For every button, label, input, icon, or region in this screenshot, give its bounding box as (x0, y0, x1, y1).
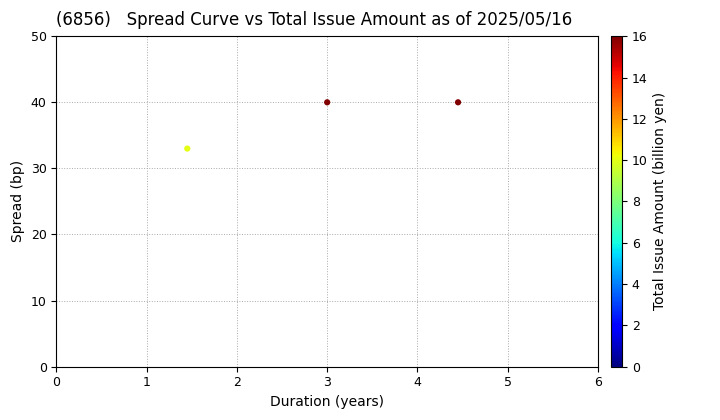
Y-axis label: Total Issue Amount (billion yen): Total Issue Amount (billion yen) (653, 92, 667, 310)
Y-axis label: Spread (bp): Spread (bp) (11, 160, 25, 242)
Text: (6856)   Spread Curve vs Total Issue Amount as of 2025/05/16: (6856) Spread Curve vs Total Issue Amoun… (56, 11, 572, 29)
Point (452, 99, 464, 106)
Point (181, 145, 193, 152)
X-axis label: Duration (years): Duration (years) (270, 395, 384, 409)
Point (321, 99, 333, 106)
